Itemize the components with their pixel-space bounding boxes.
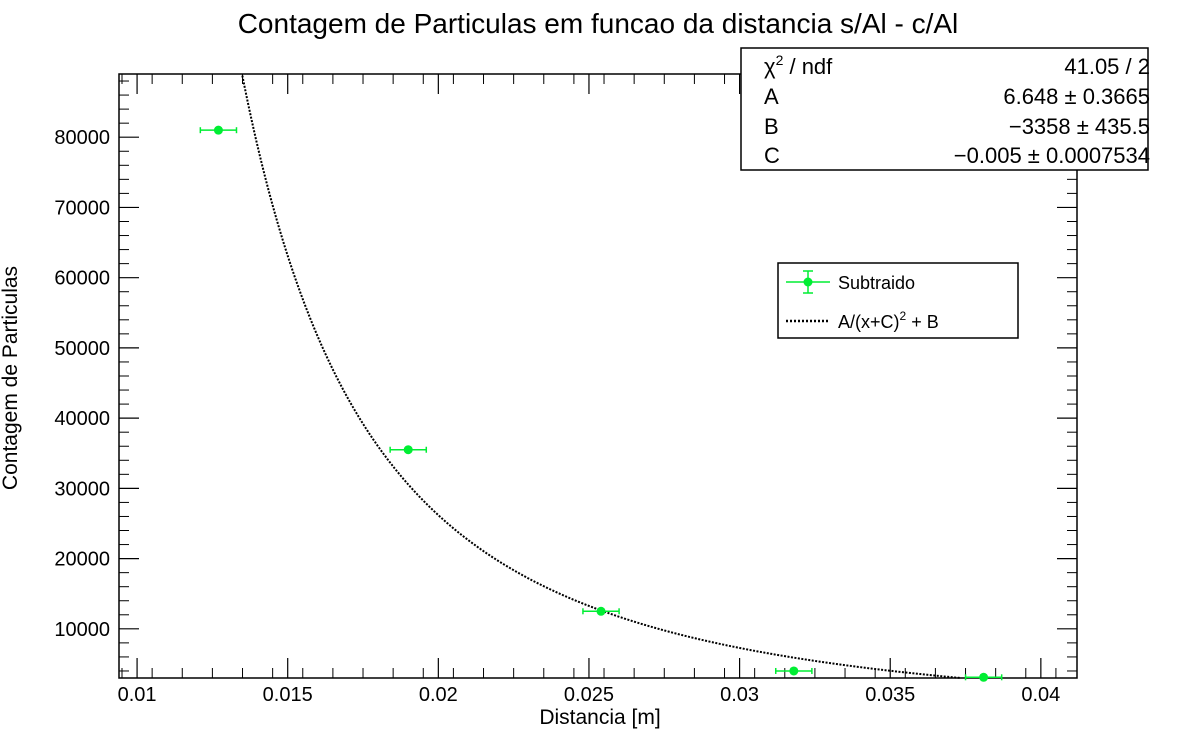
- fit-name: A/(x+C): [838, 312, 900, 332]
- legend: Subtraido A/(x+C)2 + B: [777, 262, 1019, 339]
- stats-b-value: −3358 ± 435.5: [1009, 114, 1150, 139]
- y-axis-label: Contagem de Particulas: [0, 266, 22, 490]
- fit-stats-box: χ2 / ndf 41.05 / 2 A 6.648 ± 0.3665 B −3…: [740, 47, 1150, 171]
- x-tick-label: 0.015: [263, 684, 313, 706]
- x-tick-label: 0.035: [865, 684, 915, 706]
- data-point: [774, 666, 813, 676]
- x-tick-label: 0.03: [720, 684, 759, 706]
- chi-superscript: 2: [776, 52, 784, 68]
- y-tick-label: 60000: [54, 268, 110, 290]
- stats-c-value: −0.005 ± 0.0007534: [954, 143, 1150, 168]
- data-point: [199, 125, 238, 135]
- x-axis-label: Distancia [m]: [539, 706, 660, 729]
- chi-symbol: χ: [764, 54, 776, 79]
- chart-title: Contagem de Particulas em funcao da dist…: [238, 8, 959, 39]
- legend-label-fit: A/(x+C)2 + B: [838, 309, 939, 332]
- fit-name-tail: + B: [906, 312, 939, 332]
- x-tick-label: 0.01: [118, 684, 157, 706]
- x-tick-label: 0.025: [564, 684, 614, 706]
- data-point-marker: [403, 445, 413, 455]
- x-tick-label: 0.02: [419, 684, 458, 706]
- legend-marker-subtraido: [786, 270, 830, 294]
- stats-a-value: 6.648 ± 0.3665: [1003, 84, 1150, 109]
- y-tick-label: 10000: [54, 619, 110, 641]
- data-point: [582, 606, 620, 616]
- y-tick-label: 80000: [54, 127, 110, 149]
- data-point-marker: [979, 672, 989, 682]
- data-point-marker: [789, 666, 799, 676]
- stats-chi2-value: 41.05 / 2: [1064, 54, 1150, 79]
- y-tick-label: 50000: [54, 338, 110, 360]
- stats-chi2-label: χ2 / ndf: [764, 52, 833, 79]
- legend-label-subtraido: Subtraido: [838, 273, 915, 293]
- stats-b-label: B: [764, 114, 779, 139]
- chi-tail: / ndf: [783, 54, 833, 79]
- fit-name-superscript: 2: [900, 309, 907, 323]
- data-point-marker: [213, 125, 223, 135]
- data-point-marker: [596, 606, 606, 616]
- data-point: [389, 445, 428, 455]
- y-tick-label: 70000: [54, 197, 110, 219]
- x-tick-label: 0.04: [1021, 684, 1060, 706]
- y-tick-label: 30000: [54, 478, 110, 500]
- stats-a-label: A: [764, 84, 779, 109]
- y-tick-label: 40000: [54, 408, 110, 430]
- data-point: [964, 672, 1003, 682]
- y-tick-label: 20000: [54, 549, 110, 571]
- stats-c-label: C: [764, 143, 780, 168]
